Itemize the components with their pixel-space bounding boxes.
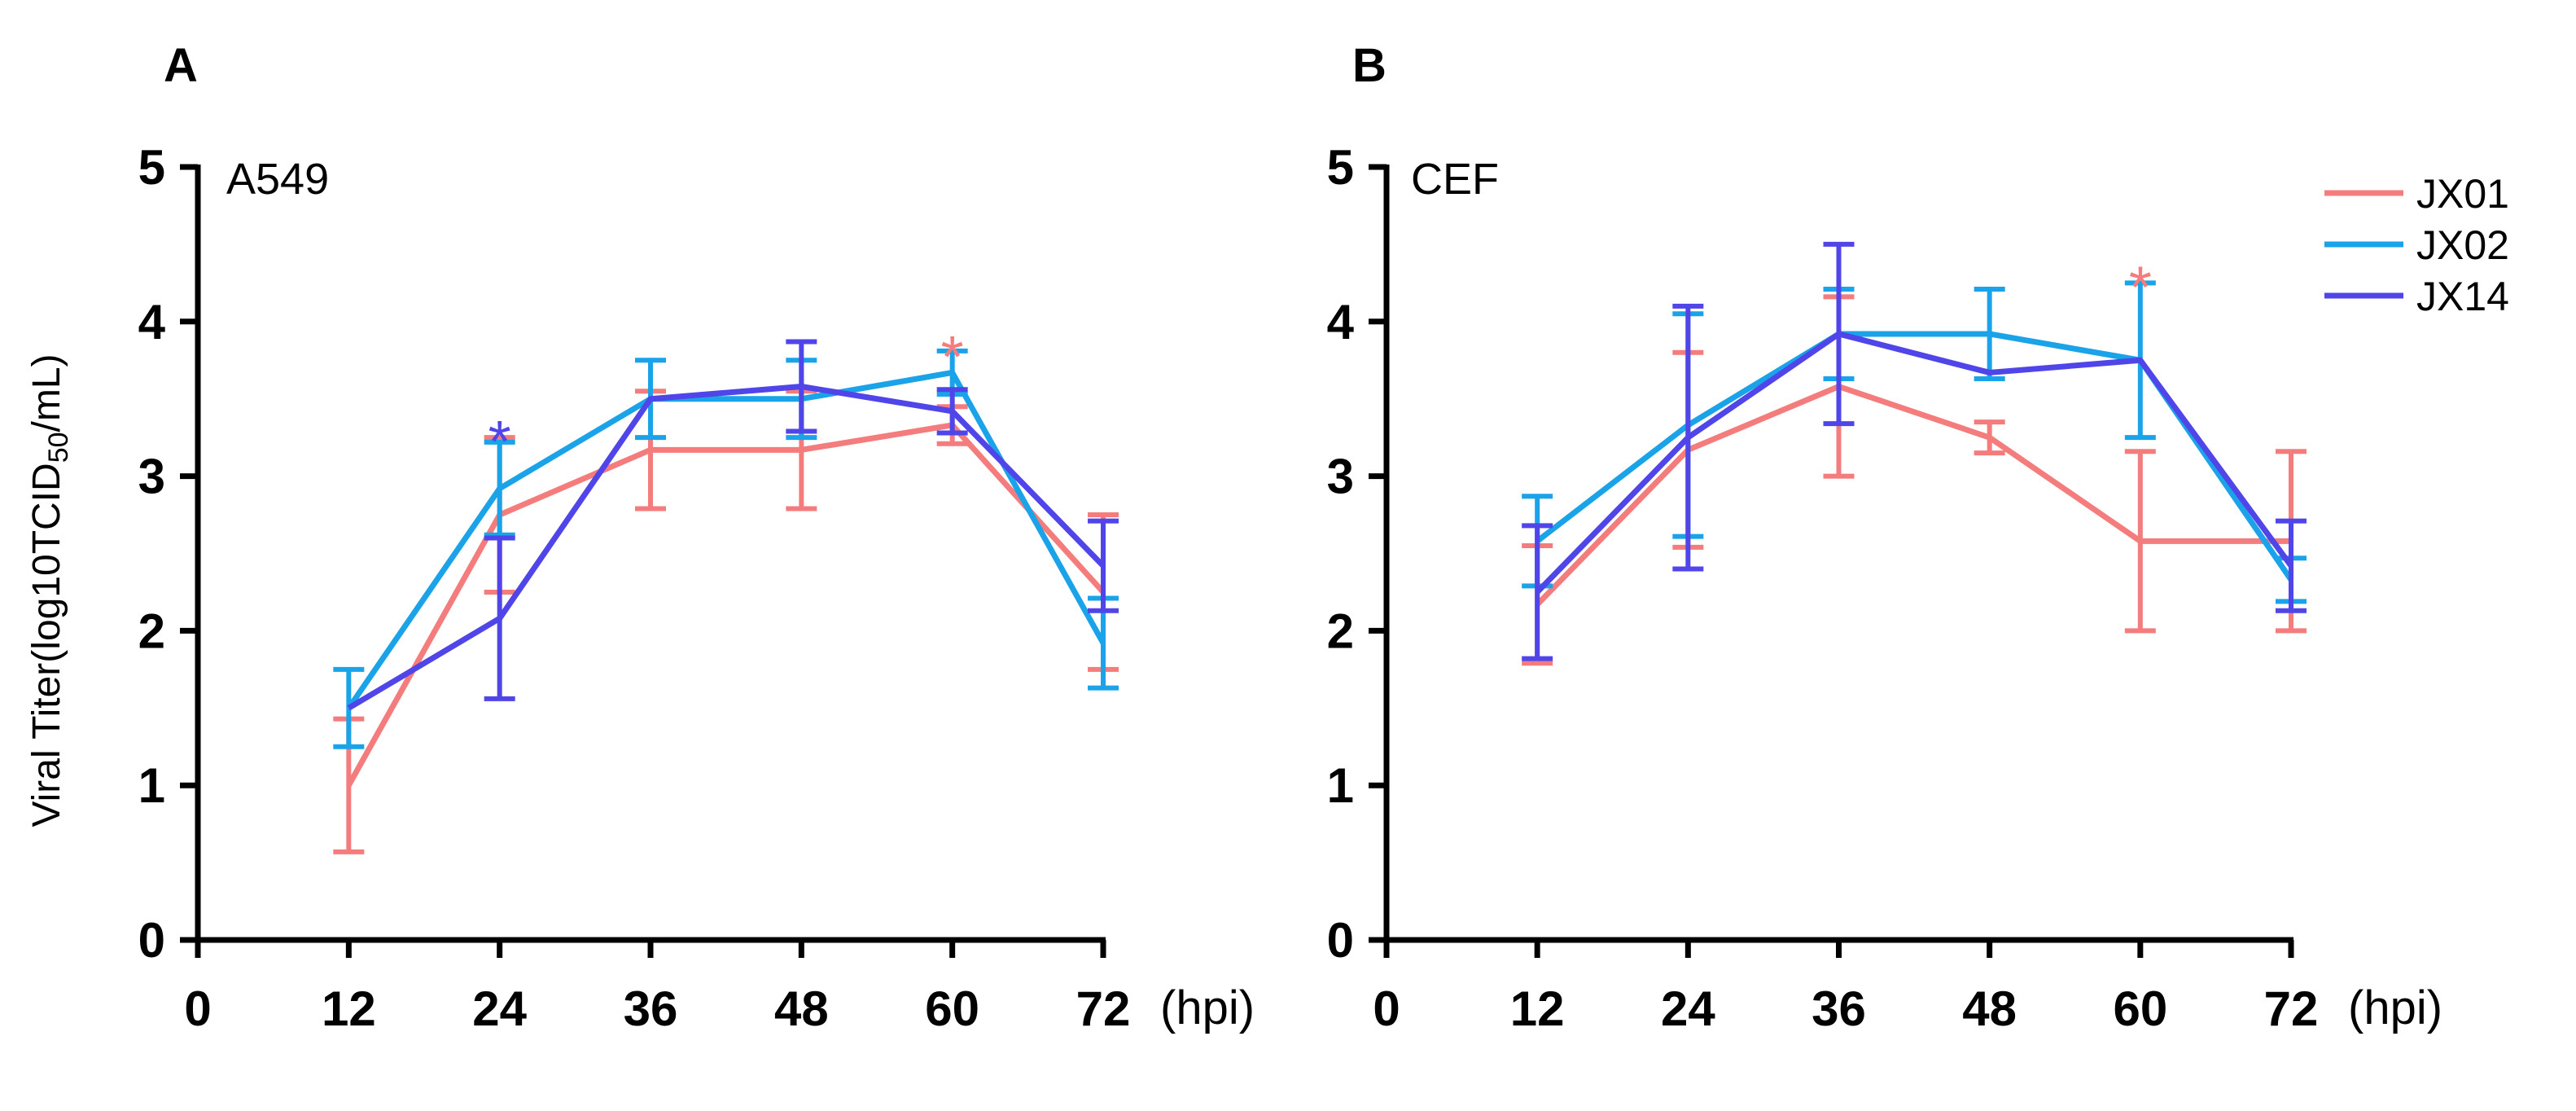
y-tick-label: 1 [1327,758,1354,813]
legend: JX01 JX02 JX14 [2324,171,2509,319]
x-tick-label: 24 [472,981,527,1036]
legend-label-jx01: JX01 [2416,171,2509,217]
y-tick-label: 2 [138,604,165,658]
cell-line-label: CEF [1411,155,1499,204]
series-line-jx01 [346,422,1106,787]
cell-line-label: A549 [226,155,329,204]
y-tick-label: 5 [1327,140,1354,195]
x-tick-label: 48 [774,981,829,1036]
y-tick-label: 1 [138,758,165,813]
y-tick-label: 2 [1327,604,1354,658]
y-tick-label: 4 [1327,295,1355,349]
x-axis-unit: (hpi) [1160,981,1255,1034]
y-tick-label: 3 [138,450,165,504]
legend-label-jx02: JX02 [2416,222,2509,268]
y-tick-label: 0 [1327,913,1354,968]
x-tick-label: 12 [1510,981,1565,1036]
x-axis-unit: (hpi) [2348,981,2442,1034]
series-line-jx02 [346,369,1106,710]
y-tick-label: 0 [138,913,165,968]
y-tick-label: 5 [138,140,165,195]
x-tick-label: 72 [2264,981,2319,1036]
series-line-jx14 [1535,331,2293,595]
x-tick-label: 24 [1661,981,1715,1036]
x-tick-label: 12 [322,981,376,1036]
x-tick-label: 0 [1373,981,1400,1036]
x-tick-label: 72 [1076,981,1131,1036]
x-tick-label: 36 [624,981,678,1036]
x-tick-label: 60 [2113,981,2167,1036]
x-tick-label: 48 [1962,981,2017,1036]
y-tick-label: 4 [138,295,166,349]
legend-label-jx14: JX14 [2416,274,2509,319]
series-line-jx14 [347,384,1106,711]
series-line-jx01 [1535,384,2291,607]
x-tick-label: 60 [925,981,979,1036]
y-tick-label: 3 [1327,450,1354,504]
x-tick-label: 36 [1812,981,1866,1036]
panel-letter: A [164,39,198,92]
significance-marker: * [2129,255,2152,320]
panel-letter: B [1352,39,1387,92]
x-tick-label: 0 [184,981,211,1036]
y-axis-label: Viral Titer(log10TCID50/mL) [25,354,74,827]
significance-marker: * [941,325,964,390]
significance-marker: * [488,410,511,475]
